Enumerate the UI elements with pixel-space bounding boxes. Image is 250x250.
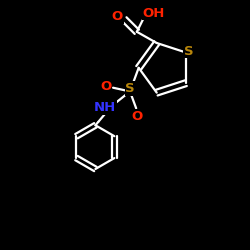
- Text: OH: OH: [142, 7, 165, 20]
- Text: S: S: [125, 82, 135, 95]
- Text: O: O: [132, 110, 143, 123]
- Text: O: O: [112, 10, 123, 24]
- Text: NH: NH: [94, 101, 116, 114]
- Text: O: O: [100, 80, 112, 93]
- Text: S: S: [184, 45, 193, 58]
